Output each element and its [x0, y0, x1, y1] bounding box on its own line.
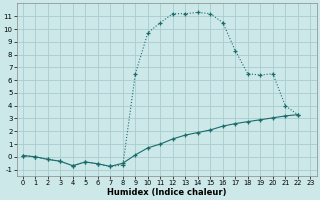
X-axis label: Humidex (Indice chaleur): Humidex (Indice chaleur): [107, 188, 226, 197]
